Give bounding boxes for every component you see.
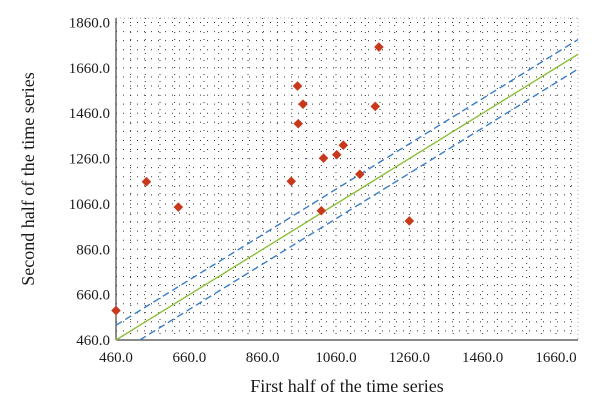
data-point: [374, 42, 384, 52]
x-tick-label: 1460.0: [462, 350, 503, 366]
data-point: [292, 81, 303, 91]
data-point: [286, 176, 297, 187]
upper_band-line: [115, 38, 579, 326]
x-tick-label: 460.0: [99, 350, 133, 366]
lower_band-line: [139, 68, 579, 341]
x-tick-label: 1060.0: [315, 350, 356, 366]
data-point: [173, 202, 184, 212]
x-tick-label: 660.0: [172, 350, 206, 366]
x-tick-labels: 460.0 660.0 860.0 1060.0 1260.0 1460.0 1660.0: [99, 350, 577, 366]
identity-line: [115, 53, 579, 341]
x-tick-label: 860.0: [246, 350, 280, 366]
data-point: [370, 101, 381, 112]
y-tick-labels: 460.0 660.0 860.0 1060.0 1260.0 1460.0 1660.0 1…: [69, 16, 110, 349]
y-tick-label: 1460.0: [69, 106, 110, 122]
data-point: [316, 205, 327, 216]
data-point: [338, 140, 349, 151]
y-tick-label: 460.0: [76, 333, 110, 349]
data-point: [298, 99, 308, 109]
y-tick-label: 860.0: [76, 242, 110, 258]
data-point: [141, 176, 152, 187]
data-point: [318, 153, 329, 163]
y-tick-label: 1660.0: [69, 61, 110, 77]
y-axis-label: Second half of the time series: [18, 72, 38, 285]
data-point: [331, 149, 342, 160]
axes: [115, 17, 579, 341]
x-tick-label: 1660.0: [535, 350, 576, 366]
y-tick-label: 1060.0: [69, 197, 110, 213]
y-tick-label: 660.0: [76, 288, 110, 304]
x-axis-label: First half of the time series: [250, 376, 443, 396]
y-tick-label: 1860.0: [69, 16, 110, 32]
grid: [116, 18, 578, 340]
data-point: [111, 305, 121, 316]
x-tick-label: 1260.0: [389, 350, 430, 366]
data-points: [111, 42, 415, 316]
data-point: [293, 118, 304, 129]
data-point: [355, 169, 365, 180]
reference-lines: [115, 38, 579, 341]
data-point: [404, 216, 415, 226]
y-tick-label: 1260.0: [69, 152, 110, 168]
